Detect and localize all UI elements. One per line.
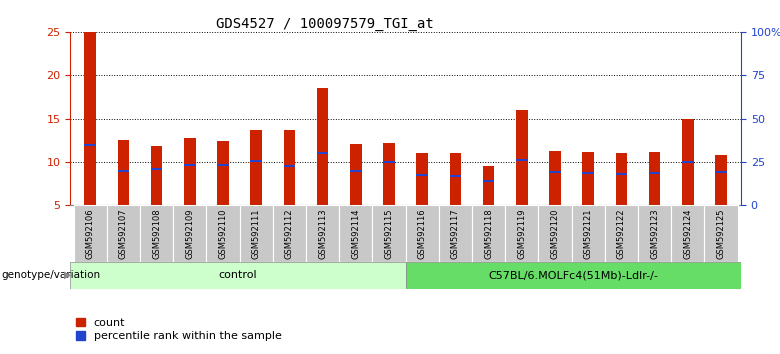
Text: GSM592110: GSM592110 (218, 208, 228, 259)
Text: GSM592119: GSM592119 (517, 208, 526, 259)
Bar (604, 205, 638, 262)
Text: GSM592108: GSM592108 (152, 208, 161, 259)
Text: GSM592125: GSM592125 (717, 208, 725, 259)
Text: GSM592124: GSM592124 (683, 208, 693, 259)
Bar (715, 155, 727, 205)
Bar (173, 205, 207, 262)
Text: GSM592118: GSM592118 (484, 208, 493, 259)
Text: genotype/variation: genotype/variation (2, 270, 101, 280)
Text: GSM592114: GSM592114 (351, 208, 360, 259)
Text: GSM592112: GSM592112 (285, 208, 294, 259)
Text: GSM592107: GSM592107 (119, 208, 128, 259)
Bar (284, 130, 295, 205)
Bar (483, 180, 495, 182)
Text: GSM592115: GSM592115 (385, 208, 393, 259)
Bar (649, 172, 661, 174)
Bar (417, 153, 428, 205)
Text: C57BL/6.MOLFc4(51Mb)-Ldlr-/-: C57BL/6.MOLFc4(51Mb)-Ldlr-/- (488, 270, 658, 280)
Bar (516, 110, 527, 205)
Bar (439, 205, 472, 262)
Bar (151, 146, 162, 205)
Bar (638, 205, 672, 262)
Bar (217, 141, 229, 205)
Bar (715, 171, 727, 173)
Text: GSM592122: GSM592122 (617, 208, 626, 259)
Text: control: control (218, 270, 257, 280)
Text: GSM592123: GSM592123 (651, 208, 659, 259)
Bar (672, 205, 704, 262)
Text: GSM592113: GSM592113 (318, 208, 327, 259)
Bar (505, 205, 538, 262)
Bar (449, 153, 461, 205)
Bar (449, 175, 461, 177)
Bar (239, 205, 273, 262)
Text: GSM592120: GSM592120 (551, 208, 559, 259)
Bar (140, 205, 173, 262)
Bar (406, 262, 741, 289)
Text: GSM592109: GSM592109 (185, 208, 194, 259)
Bar (406, 205, 439, 262)
Bar (549, 151, 561, 205)
Bar (339, 205, 372, 262)
Bar (317, 152, 328, 154)
Legend: count, percentile rank within the sample: count, percentile rank within the sample (76, 318, 282, 341)
Bar (73, 205, 107, 262)
Bar (516, 159, 527, 161)
Text: GSM592121: GSM592121 (583, 208, 593, 259)
Bar (273, 205, 306, 262)
Text: GSM592111: GSM592111 (252, 208, 261, 259)
Text: GSM592106: GSM592106 (86, 208, 94, 259)
Bar (250, 160, 262, 162)
Bar (284, 165, 295, 167)
Bar (483, 166, 495, 205)
Bar (682, 161, 693, 163)
Bar (207, 205, 239, 262)
Bar (682, 119, 693, 205)
Bar (649, 153, 661, 205)
Bar (184, 138, 196, 205)
Text: GSM592117: GSM592117 (451, 208, 460, 259)
Bar (84, 32, 96, 205)
Bar (583, 172, 594, 174)
Bar (704, 205, 738, 262)
Bar (383, 143, 395, 205)
Bar (549, 171, 561, 173)
Bar (84, 144, 96, 145)
Bar (350, 144, 362, 205)
Bar (118, 140, 129, 205)
Bar (151, 168, 162, 170)
Text: GSM592116: GSM592116 (418, 208, 427, 259)
Bar (383, 161, 395, 163)
Bar (250, 130, 262, 205)
Title: GDS4527 / 100097579_TGI_at: GDS4527 / 100097579_TGI_at (216, 17, 434, 31)
Bar (372, 205, 406, 262)
Bar (572, 205, 604, 262)
Bar (317, 88, 328, 205)
Bar (70, 262, 406, 289)
Bar (118, 170, 129, 172)
Bar (306, 205, 339, 262)
Bar (583, 152, 594, 205)
Text: ▶: ▶ (64, 270, 72, 280)
Bar (472, 205, 505, 262)
Bar (417, 174, 428, 176)
Bar (184, 164, 196, 166)
Bar (107, 205, 140, 262)
Bar (538, 205, 572, 262)
Bar (217, 164, 229, 166)
Bar (350, 170, 362, 172)
Bar (615, 153, 627, 205)
Bar (615, 173, 627, 175)
